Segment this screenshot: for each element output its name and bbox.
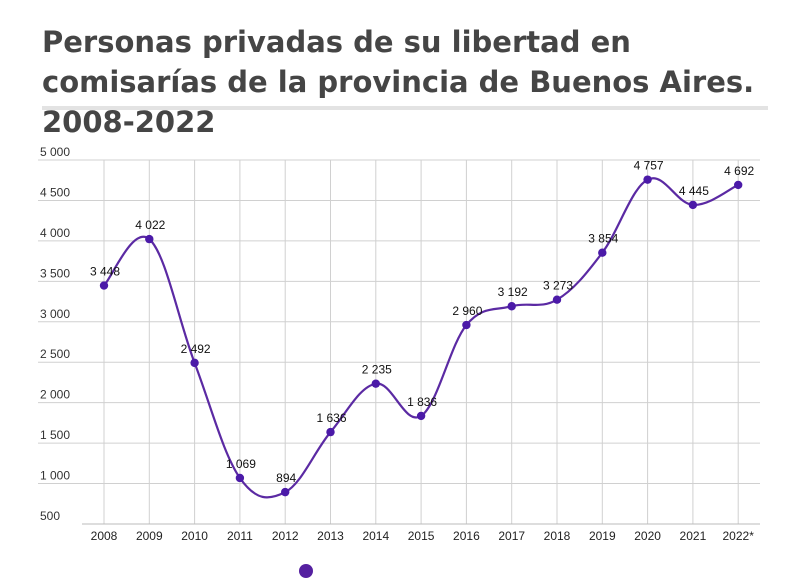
data-point <box>416 411 426 421</box>
y-tick-label: 1 500 <box>40 428 70 442</box>
data-point <box>598 248 607 257</box>
x-tick-label: 2020 <box>634 529 661 543</box>
data-label: 4 445 <box>679 184 709 198</box>
title-divider <box>42 106 768 110</box>
data-point <box>371 379 380 388</box>
y-tick-label: 3 000 <box>40 307 70 321</box>
data-label: 1 636 <box>316 411 346 425</box>
y-tick-label: 1 000 <box>40 469 70 483</box>
data-points <box>99 175 743 497</box>
data-label: 894 <box>276 471 296 485</box>
x-axis-ticks: 2008 2009 2010 2011 2012 2013 2014 2015 2016 2017… <box>91 529 755 543</box>
x-tick-label: 2015 <box>408 529 435 543</box>
data-label: 3 448 <box>90 265 120 279</box>
x-tick-label: 2021 <box>680 529 707 543</box>
data-labels: 3 448 4 022 2 492 1 069 894 1 636 2 235 1 836 2 … <box>90 159 755 485</box>
y-tick-label: 4 000 <box>40 226 70 240</box>
x-tick-label: 2013 <box>317 529 344 543</box>
data-label: 1 836 <box>407 395 437 409</box>
data-label: 1 069 <box>226 457 256 471</box>
data-point <box>235 473 245 483</box>
x-tick-label: 2009 <box>136 529 163 543</box>
grid-lines <box>38 159 760 525</box>
data-label: 2 492 <box>181 342 211 356</box>
y-tick-label: 500 <box>40 509 60 523</box>
data-point <box>281 487 290 497</box>
y-tick-label: 5 000 <box>40 145 70 159</box>
data-point <box>643 175 652 184</box>
x-tick-label: 2016 <box>453 529 480 543</box>
data-point <box>507 302 516 311</box>
x-tick-label: 2019 <box>589 529 616 543</box>
data-label: 2 235 <box>362 363 392 377</box>
y-tick-label: 4 500 <box>40 185 70 199</box>
data-point <box>688 200 698 210</box>
data-label: 3 273 <box>543 279 573 293</box>
x-tick-label: 2010 <box>181 529 208 543</box>
data-point <box>552 295 562 304</box>
x-tick-label: 2022* <box>723 529 755 543</box>
data-point <box>462 320 471 330</box>
y-tick-label: 2 500 <box>40 347 70 361</box>
x-tick-label: 2017 <box>498 529 525 543</box>
data-label: 3 854 <box>588 232 618 246</box>
legend-marker-partial <box>299 564 313 578</box>
data-point <box>326 427 335 437</box>
x-tick-label: 2012 <box>272 529 299 543</box>
data-label: 2 960 <box>452 304 482 318</box>
data-point <box>145 234 154 244</box>
data-label: 4 757 <box>634 159 664 173</box>
x-tick-label: 2011 <box>227 529 253 543</box>
y-tick-label: 2 000 <box>40 388 70 402</box>
x-tick-label: 2008 <box>91 529 118 543</box>
data-point <box>734 180 743 190</box>
y-axis-ticks: 500 1 000 1 500 2 000 2 500 3 000 3 500 4 000 4 … <box>40 145 70 523</box>
data-point <box>99 281 109 290</box>
data-label: 4 692 <box>724 164 754 178</box>
x-tick-label: 2018 <box>544 529 571 543</box>
data-label: 3 192 <box>498 285 528 299</box>
data-label: 4 022 <box>135 218 165 232</box>
y-tick-label: 3 500 <box>40 266 70 280</box>
x-tick-label: 2014 <box>362 529 389 543</box>
data-point <box>190 358 199 368</box>
chart-title: Personas privadas de su libertad en comi… <box>42 25 755 139</box>
